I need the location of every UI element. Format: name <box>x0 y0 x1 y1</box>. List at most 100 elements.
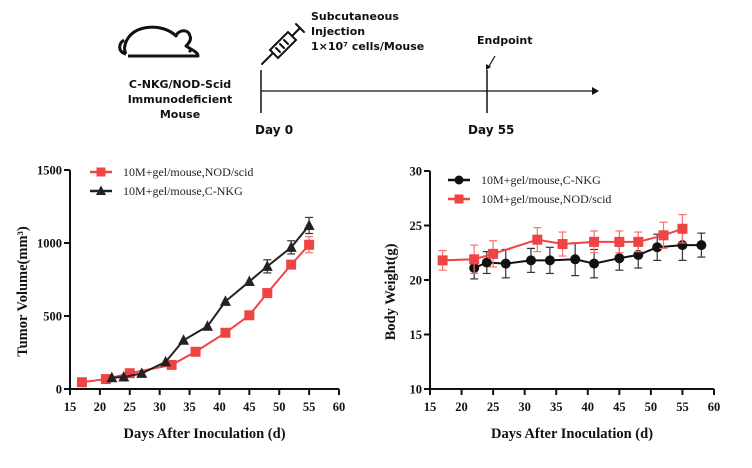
data-point <box>190 346 201 357</box>
x-tick-label: 40 <box>582 400 595 414</box>
data-point <box>589 236 600 247</box>
data-point <box>589 258 600 269</box>
data-point <box>76 377 87 388</box>
data-point <box>500 258 511 269</box>
data-point <box>118 371 130 382</box>
x-tick-label: 20 <box>94 400 107 414</box>
series-line <box>81 244 310 384</box>
data-point <box>488 248 499 259</box>
legend: 10M+gel/mouse,NOD/scid 10M+gel/mouse,C-NK… <box>90 165 253 198</box>
x-tick-label: 25 <box>487 400 500 414</box>
data-point <box>614 236 625 247</box>
x-tick-label: 20 <box>455 400 468 414</box>
y-axis-title: Tumor Volume(mm³) <box>15 226 31 357</box>
endpoint-label: Endpoint <box>477 34 533 47</box>
data-point <box>696 240 707 251</box>
injection-label-line: Subcutaneous <box>311 10 399 23</box>
timeline-arrow-icon <box>592 87 599 95</box>
mouse-label-line: Mouse <box>159 108 201 121</box>
x-axis-title: Days After Inoculation (d) <box>123 426 285 442</box>
data-point <box>437 255 448 266</box>
injection-label-line: Injection <box>311 25 366 38</box>
y-tick-label: 10 <box>410 383 423 397</box>
data-point <box>285 241 297 252</box>
legend: 10M+gel/mouse,C-NKG 10M+gel/mouse,NOD/sci… <box>448 173 611 206</box>
injection-label-line: 1×10⁷ cells/Mouse <box>311 40 425 53</box>
mouse-label: C-NKG/NOD-Scid Immunodeficient Mouse <box>110 77 250 122</box>
data-point <box>469 254 480 265</box>
y-axis-title: Body Weight(g) <box>383 243 399 340</box>
data-point <box>244 310 255 321</box>
data-point <box>570 254 581 265</box>
y-tick-label: 0 <box>56 383 62 397</box>
series-line <box>111 224 310 379</box>
day-0-label: Day 0 <box>255 123 294 137</box>
tumor-volume-chart: 15 20 25 30 35 40 45 50 55 60 0 500 1000 1500 Days Aft… <box>15 164 346 443</box>
timeline <box>260 55 599 113</box>
x-tick-label: 25 <box>124 400 137 414</box>
x-tick-label: 30 <box>153 400 166 414</box>
data-point <box>544 255 555 266</box>
y-tick-label: 1500 <box>37 164 62 178</box>
x-tick-label: 40 <box>213 400 226 414</box>
data-point <box>286 259 297 270</box>
data-point <box>201 320 213 331</box>
data-point <box>160 355 172 367</box>
data-point <box>106 371 118 383</box>
y-tick-label: 20 <box>410 274 423 288</box>
legend-marker <box>96 167 106 177</box>
legend-label: 10M+gel/mouse,NOD/scid <box>481 192 611 206</box>
data-point <box>243 275 255 287</box>
data-point <box>262 288 273 299</box>
data-point <box>652 242 663 253</box>
data-point <box>481 257 492 268</box>
x-tick-label: 15 <box>424 400 437 414</box>
data-point <box>614 253 625 264</box>
x-tick-label: 45 <box>243 400 256 414</box>
y-tick-label: 25 <box>410 219 423 233</box>
data-point <box>178 334 190 345</box>
data-point <box>136 367 148 378</box>
data-point <box>100 374 111 385</box>
syringe-icon <box>261 23 305 65</box>
legend-label: 10M+gel/mouse,NOD/scid <box>123 165 253 179</box>
x-tick-label: 50 <box>273 400 286 414</box>
x-tick-label: 35 <box>550 400 563 414</box>
injection-label: Subcutaneous Injection 1×10⁷ cells/Mouse <box>311 9 424 54</box>
x-tick-label: 30 <box>518 400 531 414</box>
data-point <box>658 230 669 241</box>
data-point <box>303 219 315 230</box>
data-point <box>532 234 543 245</box>
legend-marker <box>454 175 464 185</box>
day-55-label: Day 55 <box>468 123 515 137</box>
legend-label: 10M+gel/mouse,C-NKG <box>123 184 243 198</box>
mouse-icon <box>118 25 200 58</box>
x-tick-label: 45 <box>613 400 626 414</box>
legend-marker <box>454 194 464 204</box>
series-10m-gel-mouse-nod-scid <box>437 213 688 275</box>
mouse-label-line: C-NKG/NOD-Scid <box>128 78 232 91</box>
x-tick-label: 55 <box>303 400 316 414</box>
data-point <box>525 255 536 266</box>
x-axis-title: Days After Inoculation (d) <box>491 426 653 442</box>
data-point <box>633 249 644 260</box>
y-tick-label: 500 <box>43 310 62 324</box>
x-tick-label: 60 <box>333 400 346 414</box>
series-10m-gel-mouse-c-nkg <box>469 229 707 280</box>
data-point <box>124 368 135 379</box>
x-tick-label: 35 <box>183 400 196 414</box>
legend-label: 10M+gel/mouse,C-NKG <box>481 173 601 187</box>
x-tick-label: 15 <box>64 400 77 414</box>
legend-marker <box>96 185 106 195</box>
series-10m-gel-mouse-c-nkg <box>106 216 315 383</box>
x-tick-label: 60 <box>708 400 721 414</box>
data-point <box>633 236 644 247</box>
series-line <box>442 227 683 262</box>
series-10m-gel-mouse-nod-scid <box>76 236 315 388</box>
data-point <box>557 239 568 250</box>
y-tick-label: 1000 <box>37 237 62 251</box>
data-point <box>219 295 231 306</box>
x-tick-label: 55 <box>676 400 689 414</box>
x-tick-label: 50 <box>645 400 658 414</box>
